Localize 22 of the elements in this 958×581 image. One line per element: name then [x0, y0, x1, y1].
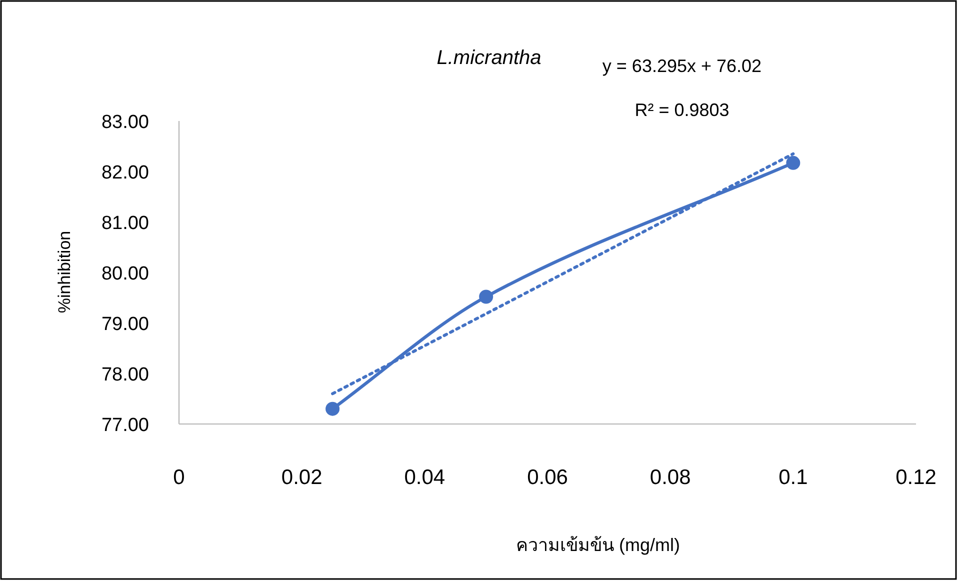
y-tick-label: 82.00 — [101, 162, 149, 184]
x-tick-label: 0.04 — [404, 466, 446, 489]
point — [786, 156, 800, 170]
x-axis-title: ความเข้มข้น (mg/ml) — [516, 535, 680, 555]
y-tick-label: 77.00 — [101, 415, 149, 436]
chart-title: L.micrantha — [436, 47, 542, 69]
x-tick-label: 0.1 — [778, 466, 808, 489]
text: y = 63.295x + 76.02 — [602, 56, 762, 76]
x-tick-label: 0.12 — [896, 466, 936, 489]
text: R² = 0.9803 — [634, 100, 730, 120]
y-tick-label: 79.00 — [101, 314, 149, 335]
point — [326, 402, 340, 416]
point — [479, 290, 494, 304]
y-tick-label: 80.00 — [101, 264, 149, 284]
x-tick-label: 0.08 — [650, 466, 691, 489]
y-axis-title: %inhibition — [55, 230, 74, 314]
y-tick-label: 83.00 — [101, 112, 149, 133]
x-tick-label: 0.02 — [281, 466, 322, 489]
y-tick-label: 78.00 — [101, 364, 149, 386]
x-tick-label: 0.06 — [527, 466, 568, 489]
y-tick-label: 81.00 — [101, 213, 149, 234]
x-tick-label: 0 — [173, 466, 185, 489]
